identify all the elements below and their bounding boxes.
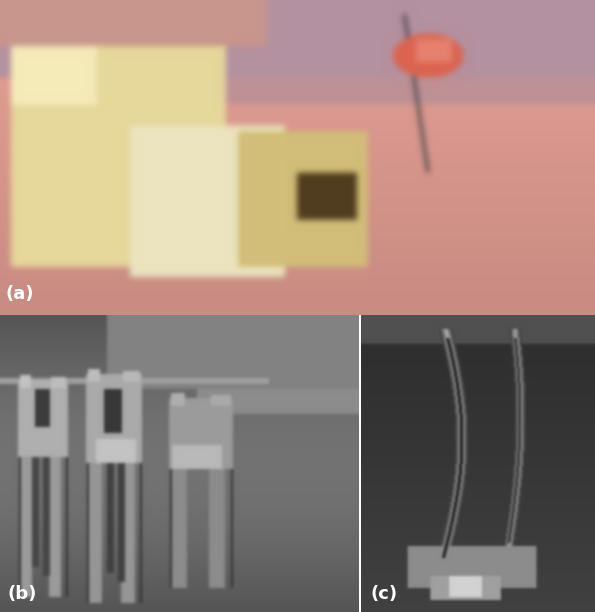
Text: (b): (b) [7, 585, 36, 603]
Text: (c): (c) [371, 585, 397, 603]
Text: (a): (a) [6, 285, 35, 302]
